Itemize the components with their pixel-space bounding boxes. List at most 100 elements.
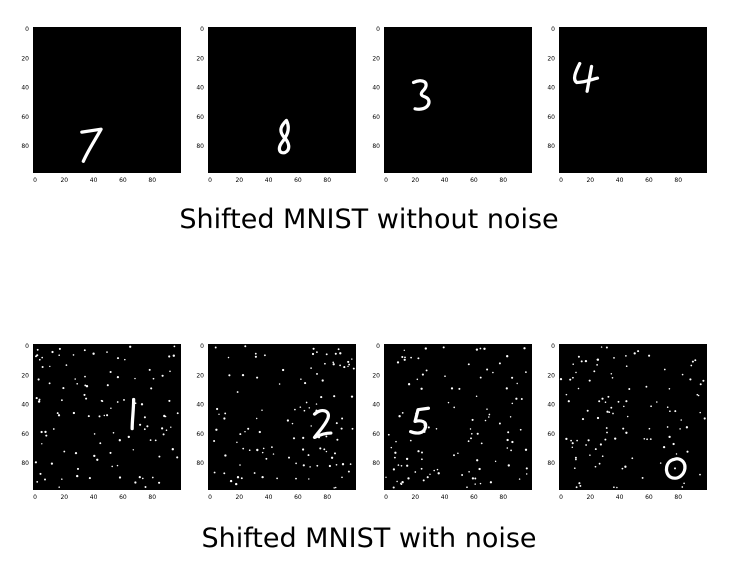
- noise-dot: [407, 477, 410, 480]
- noise-dot: [303, 409, 306, 412]
- noise-dot: [569, 378, 572, 381]
- x-tick-label: 80: [323, 494, 331, 501]
- y-tick-label: 40: [372, 85, 380, 92]
- noise-dot: [302, 448, 305, 451]
- noise-dot: [624, 465, 627, 468]
- noise-dot: [601, 455, 604, 458]
- noise-dot: [129, 345, 132, 348]
- noise-dot: [643, 437, 646, 440]
- noise-dot: [88, 477, 91, 480]
- noise-dot: [486, 368, 489, 371]
- y-tick-label: 60: [196, 114, 204, 121]
- noise-dot: [340, 427, 343, 430]
- noise-dot: [278, 383, 281, 385]
- noise-dot: [150, 387, 153, 390]
- noise-dot: [579, 484, 582, 487]
- x-tick-label: 0: [33, 494, 37, 501]
- noise-dot: [396, 361, 400, 364]
- y-tick-label: 0: [376, 343, 380, 350]
- noise-dot: [236, 441, 238, 444]
- noise-dot: [437, 472, 440, 475]
- noise-dot: [425, 369, 428, 372]
- noise-dot: [422, 479, 425, 482]
- noise-dot: [628, 388, 631, 390]
- y-tick-label: 20: [372, 55, 380, 62]
- y-tick-label: 40: [372, 402, 380, 409]
- noise-dot: [385, 476, 387, 479]
- noise-dot: [394, 451, 397, 454]
- noise-dot: [626, 415, 629, 418]
- noise-dot: [625, 431, 628, 434]
- x-tick-label: 40: [90, 494, 98, 501]
- noise-dot: [406, 464, 409, 467]
- noise-dot: [414, 471, 417, 473]
- noise-dot: [641, 476, 644, 479]
- noise-dot: [466, 486, 468, 489]
- noise-dot: [471, 477, 475, 480]
- noise-dot: [58, 347, 61, 350]
- noise-dot: [403, 358, 406, 361]
- noise-dot: [272, 453, 275, 455]
- noise-dot: [611, 376, 614, 379]
- noise-dot: [236, 476, 240, 479]
- noise-dot: [241, 373, 245, 377]
- noise-dot: [325, 353, 328, 356]
- noise-dot: [300, 378, 302, 380]
- noise-dot: [227, 356, 230, 359]
- noise-dot: [228, 374, 231, 377]
- noise-dot: [429, 473, 431, 476]
- noise-dot: [349, 463, 352, 465]
- noise-dot: [334, 486, 337, 489]
- noise-dot: [575, 458, 577, 461]
- panel-noisy-digit-2: 0 20 40 60 80 0 20 40 60 80: [196, 343, 356, 501]
- noise-dot: [76, 474, 79, 478]
- noise-dot: [339, 364, 341, 367]
- noise-dot: [674, 467, 676, 470]
- y-tick-label: 0: [200, 26, 204, 33]
- noise-dot: [158, 455, 161, 458]
- x-tick-label: 40: [616, 177, 624, 184]
- noise-dot: [622, 427, 625, 430]
- noise-dot: [109, 451, 112, 454]
- x-tick-label: 40: [265, 494, 273, 501]
- noise-dot: [479, 482, 482, 485]
- noise-dot: [72, 354, 75, 356]
- noise-dot: [321, 379, 324, 382]
- x-tick-label: 0: [384, 177, 388, 184]
- noise-dot: [483, 347, 486, 350]
- noise-dot: [57, 414, 61, 417]
- noise-dot: [58, 354, 60, 356]
- noise-dot: [37, 378, 40, 381]
- y-tick-label: 80: [21, 460, 29, 467]
- noise-dot: [112, 432, 115, 434]
- noise-dot: [335, 463, 338, 466]
- y-tick-label: 0: [200, 343, 204, 350]
- noise-dot: [601, 397, 604, 400]
- noise-dot: [453, 454, 455, 457]
- noise-dot: [401, 412, 404, 414]
- noise-dot: [218, 413, 220, 416]
- noise-dot: [98, 415, 101, 418]
- noise-dot: [525, 467, 528, 470]
- noise-dot: [494, 460, 497, 463]
- noise-dot: [479, 347, 482, 350]
- noise-dot: [516, 382, 518, 385]
- x-tick-label: 80: [148, 177, 156, 184]
- noise-dot: [613, 486, 615, 489]
- noise-dot: [101, 400, 104, 403]
- noise-dot: [525, 371, 527, 373]
- noise-dot: [149, 439, 152, 441]
- x-tick-label: 0: [384, 494, 388, 501]
- noise-dot: [83, 393, 86, 396]
- noise-dot: [312, 347, 315, 350]
- noise-dot: [435, 428, 438, 430]
- noise-dot: [347, 470, 350, 473]
- noise-dot: [333, 395, 336, 398]
- x-tick-label: 80: [499, 494, 507, 501]
- panel-background: [559, 344, 707, 490]
- noise-dot: [401, 355, 404, 359]
- panel-noisy-digit-0: 0 20 40 60 80 0 20 40 60 80: [547, 343, 707, 501]
- noise-dot: [572, 376, 574, 379]
- noise-dot: [158, 481, 161, 484]
- panel-background: [33, 344, 181, 490]
